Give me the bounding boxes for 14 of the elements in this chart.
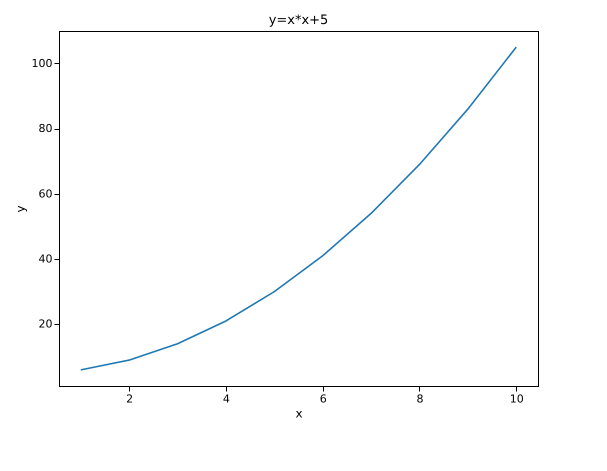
y-tick-label: 80 [38,122,52,136]
x-tick-label: 6 [320,392,327,406]
y-tick-label: 20 [38,318,52,331]
y-tick-label: 40 [38,252,52,266]
y-axis-title: y [14,205,28,213]
y-tick-label: 100 [32,56,52,70]
y-tick-label: 60 [38,187,52,200]
x-tick-label: 2 [126,392,134,406]
line-series [80,46,518,371]
x-tick-label: 10 [510,392,524,406]
x-tick-label: 8 [416,392,424,406]
x-axis-title: x [295,406,303,420]
chart-title: y=x*x+5 [268,13,328,28]
x-tick-label: 4 [222,392,230,406]
